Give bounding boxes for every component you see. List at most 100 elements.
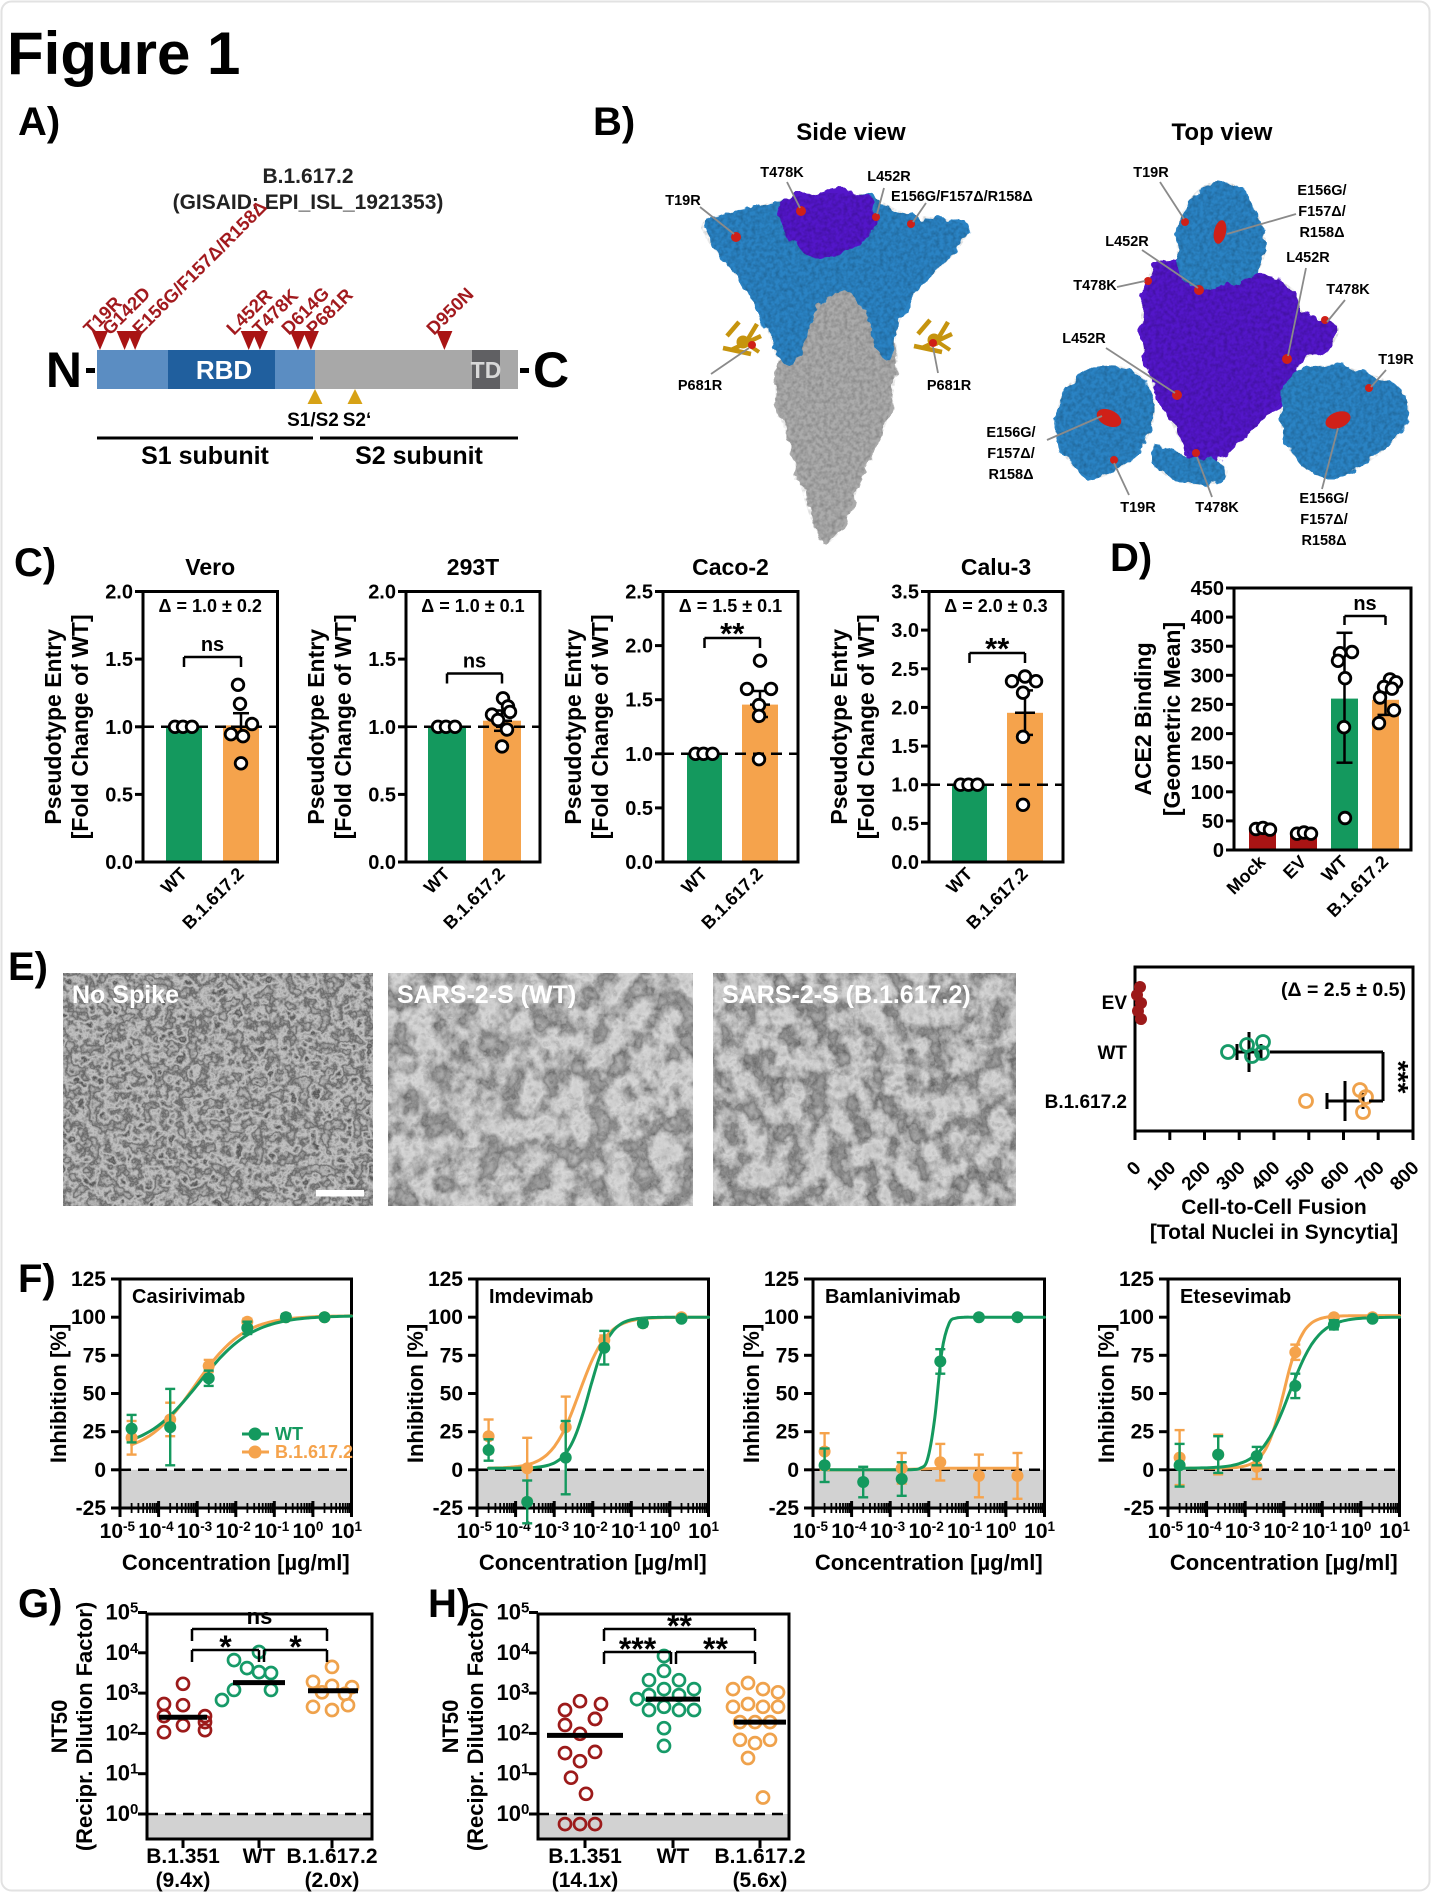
svg-text:ns: ns bbox=[201, 634, 224, 656]
svg-text:L452R: L452R bbox=[1286, 250, 1330, 266]
svg-text:***: *** bbox=[619, 1631, 657, 1667]
svg-text:10: 10 bbox=[831, 1520, 854, 1543]
svg-text:-4: -4 bbox=[855, 1519, 867, 1534]
svg-text:NT50: NT50 bbox=[47, 1700, 72, 1754]
svg-text:0.5: 0.5 bbox=[105, 784, 133, 806]
svg-text:TD: TD bbox=[471, 357, 502, 383]
svg-text:1: 1 bbox=[1403, 1519, 1411, 1534]
svg-text:25: 25 bbox=[440, 1421, 464, 1444]
svg-text:100: 100 bbox=[764, 1306, 799, 1329]
svg-text:B.1.351: B.1.351 bbox=[146, 1845, 220, 1868]
svg-text:Side view: Side view bbox=[796, 119, 906, 146]
svg-text:H): H) bbox=[428, 1582, 470, 1626]
svg-text:B.1.617.2: B.1.617.2 bbox=[262, 165, 353, 188]
svg-text:50: 50 bbox=[776, 1383, 799, 1406]
svg-text:-3: -3 bbox=[893, 1519, 905, 1534]
svg-text:Inhibition [%]: Inhibition [%] bbox=[739, 1324, 764, 1463]
svg-text:-25: -25 bbox=[433, 1497, 464, 1520]
svg-text:**: ** bbox=[703, 1631, 728, 1667]
svg-text:0.0: 0.0 bbox=[105, 852, 133, 874]
svg-text:Casirivimab: Casirivimab bbox=[132, 1286, 245, 1308]
svg-text:100: 100 bbox=[428, 1306, 463, 1329]
svg-text:10: 10 bbox=[497, 1680, 521, 1705]
svg-text:S2 subunit: S2 subunit bbox=[355, 442, 483, 470]
svg-text:EV: EV bbox=[1102, 993, 1128, 1014]
svg-text:10: 10 bbox=[106, 1680, 130, 1705]
svg-text:3: 3 bbox=[130, 1680, 138, 1697]
svg-text:10: 10 bbox=[106, 1761, 130, 1786]
svg-text:L452R: L452R bbox=[1105, 234, 1149, 250]
svg-text:10: 10 bbox=[254, 1520, 277, 1543]
svg-text:WT: WT bbox=[657, 1845, 690, 1868]
svg-text:Inhibition [%]: Inhibition [%] bbox=[1094, 1324, 1119, 1463]
svg-text:1.0: 1.0 bbox=[368, 717, 396, 739]
svg-text:C): C) bbox=[14, 541, 56, 585]
svg-text:-4: -4 bbox=[519, 1519, 531, 1534]
svg-text:[Fold Change of WT]: [Fold Change of WT] bbox=[67, 614, 93, 839]
svg-text:0.0: 0.0 bbox=[625, 852, 653, 874]
svg-text:1.0: 1.0 bbox=[625, 744, 653, 766]
svg-text:10: 10 bbox=[457, 1520, 480, 1543]
svg-text:25: 25 bbox=[83, 1421, 107, 1444]
svg-text:**: ** bbox=[720, 616, 745, 651]
svg-text:(14.1x): (14.1x) bbox=[552, 1869, 619, 1892]
svg-text:Inhibition [%]: Inhibition [%] bbox=[403, 1324, 428, 1463]
svg-text:[Fold Change of WT]: [Fold Change of WT] bbox=[330, 614, 356, 839]
svg-text:Imdevimab: Imdevimab bbox=[489, 1286, 593, 1308]
svg-text:10: 10 bbox=[986, 1520, 1009, 1543]
svg-text:200: 200 bbox=[1191, 724, 1224, 746]
svg-text:0: 0 bbox=[1142, 1459, 1154, 1482]
svg-text:E156G/: E156G/ bbox=[1297, 183, 1346, 199]
svg-text:4: 4 bbox=[130, 1640, 139, 1657]
svg-text:T478K: T478K bbox=[1195, 500, 1239, 516]
svg-text:2: 2 bbox=[521, 1720, 529, 1737]
svg-text:125: 125 bbox=[764, 1268, 799, 1291]
svg-text:D): D) bbox=[1110, 536, 1152, 580]
svg-text:4: 4 bbox=[521, 1640, 530, 1657]
svg-text:ACE2 Binding: ACE2 Binding bbox=[1130, 642, 1156, 795]
svg-text:-3: -3 bbox=[200, 1519, 212, 1534]
svg-text:B.1.617.2: B.1.617.2 bbox=[714, 1845, 805, 1868]
svg-text:10: 10 bbox=[215, 1520, 238, 1543]
svg-text:Δ = 1.0 ± 0.2: Δ = 1.0 ± 0.2 bbox=[159, 596, 262, 616]
svg-text:10: 10 bbox=[870, 1520, 893, 1543]
svg-text:400: 400 bbox=[1191, 607, 1224, 629]
svg-text:SARS-2-S (B.1.617.2): SARS-2-S (B.1.617.2) bbox=[722, 981, 971, 1009]
svg-text:-3: -3 bbox=[557, 1519, 569, 1534]
svg-text:(2.0x): (2.0x) bbox=[305, 1869, 360, 1892]
svg-text:SARS-2-S (WT): SARS-2-S (WT) bbox=[397, 981, 576, 1009]
svg-text:Concentration [µg/ml]: Concentration [µg/ml] bbox=[122, 1550, 350, 1575]
svg-text:F157Δ/: F157Δ/ bbox=[987, 446, 1035, 462]
svg-text:0: 0 bbox=[451, 1459, 463, 1482]
svg-text:P681R: P681R bbox=[678, 378, 723, 394]
svg-text:-1: -1 bbox=[634, 1519, 646, 1534]
svg-text:10: 10 bbox=[1024, 1520, 1047, 1543]
svg-text:F): F) bbox=[18, 1257, 56, 1301]
svg-text:100: 100 bbox=[1119, 1306, 1154, 1329]
svg-text:F157Δ/: F157Δ/ bbox=[1300, 512, 1348, 528]
svg-text:-3: -3 bbox=[1248, 1519, 1260, 1534]
svg-text:1.5: 1.5 bbox=[625, 690, 653, 712]
svg-text:50: 50 bbox=[1202, 811, 1224, 833]
svg-text:ns: ns bbox=[463, 651, 486, 673]
svg-text:10: 10 bbox=[293, 1520, 316, 1543]
svg-text:WT: WT bbox=[275, 1424, 303, 1444]
svg-text:10: 10 bbox=[1186, 1520, 1209, 1543]
svg-text:(9.4x): (9.4x) bbox=[156, 1869, 211, 1892]
svg-text:10: 10 bbox=[611, 1520, 634, 1543]
svg-text:Pseudotype Entry: Pseudotype Entry bbox=[560, 629, 586, 825]
svg-text:T19R: T19R bbox=[665, 193, 701, 209]
svg-text:2.0: 2.0 bbox=[105, 582, 133, 604]
svg-text:B.1.617.2: B.1.617.2 bbox=[286, 1845, 377, 1868]
svg-text:75: 75 bbox=[440, 1344, 464, 1367]
svg-text:**: ** bbox=[667, 1608, 692, 1644]
svg-text:RBD: RBD bbox=[196, 355, 252, 385]
svg-text:-1: -1 bbox=[1325, 1519, 1337, 1534]
svg-text:0: 0 bbox=[130, 1801, 138, 1818]
svg-text:1.5: 1.5 bbox=[368, 649, 396, 671]
svg-text:2.5: 2.5 bbox=[625, 582, 653, 604]
svg-text:E156G/: E156G/ bbox=[986, 425, 1035, 441]
svg-text:S2‘: S2‘ bbox=[343, 410, 372, 431]
svg-text:A): A) bbox=[18, 100, 60, 144]
svg-text:[Fold Change of WT]: [Fold Change of WT] bbox=[853, 614, 879, 839]
